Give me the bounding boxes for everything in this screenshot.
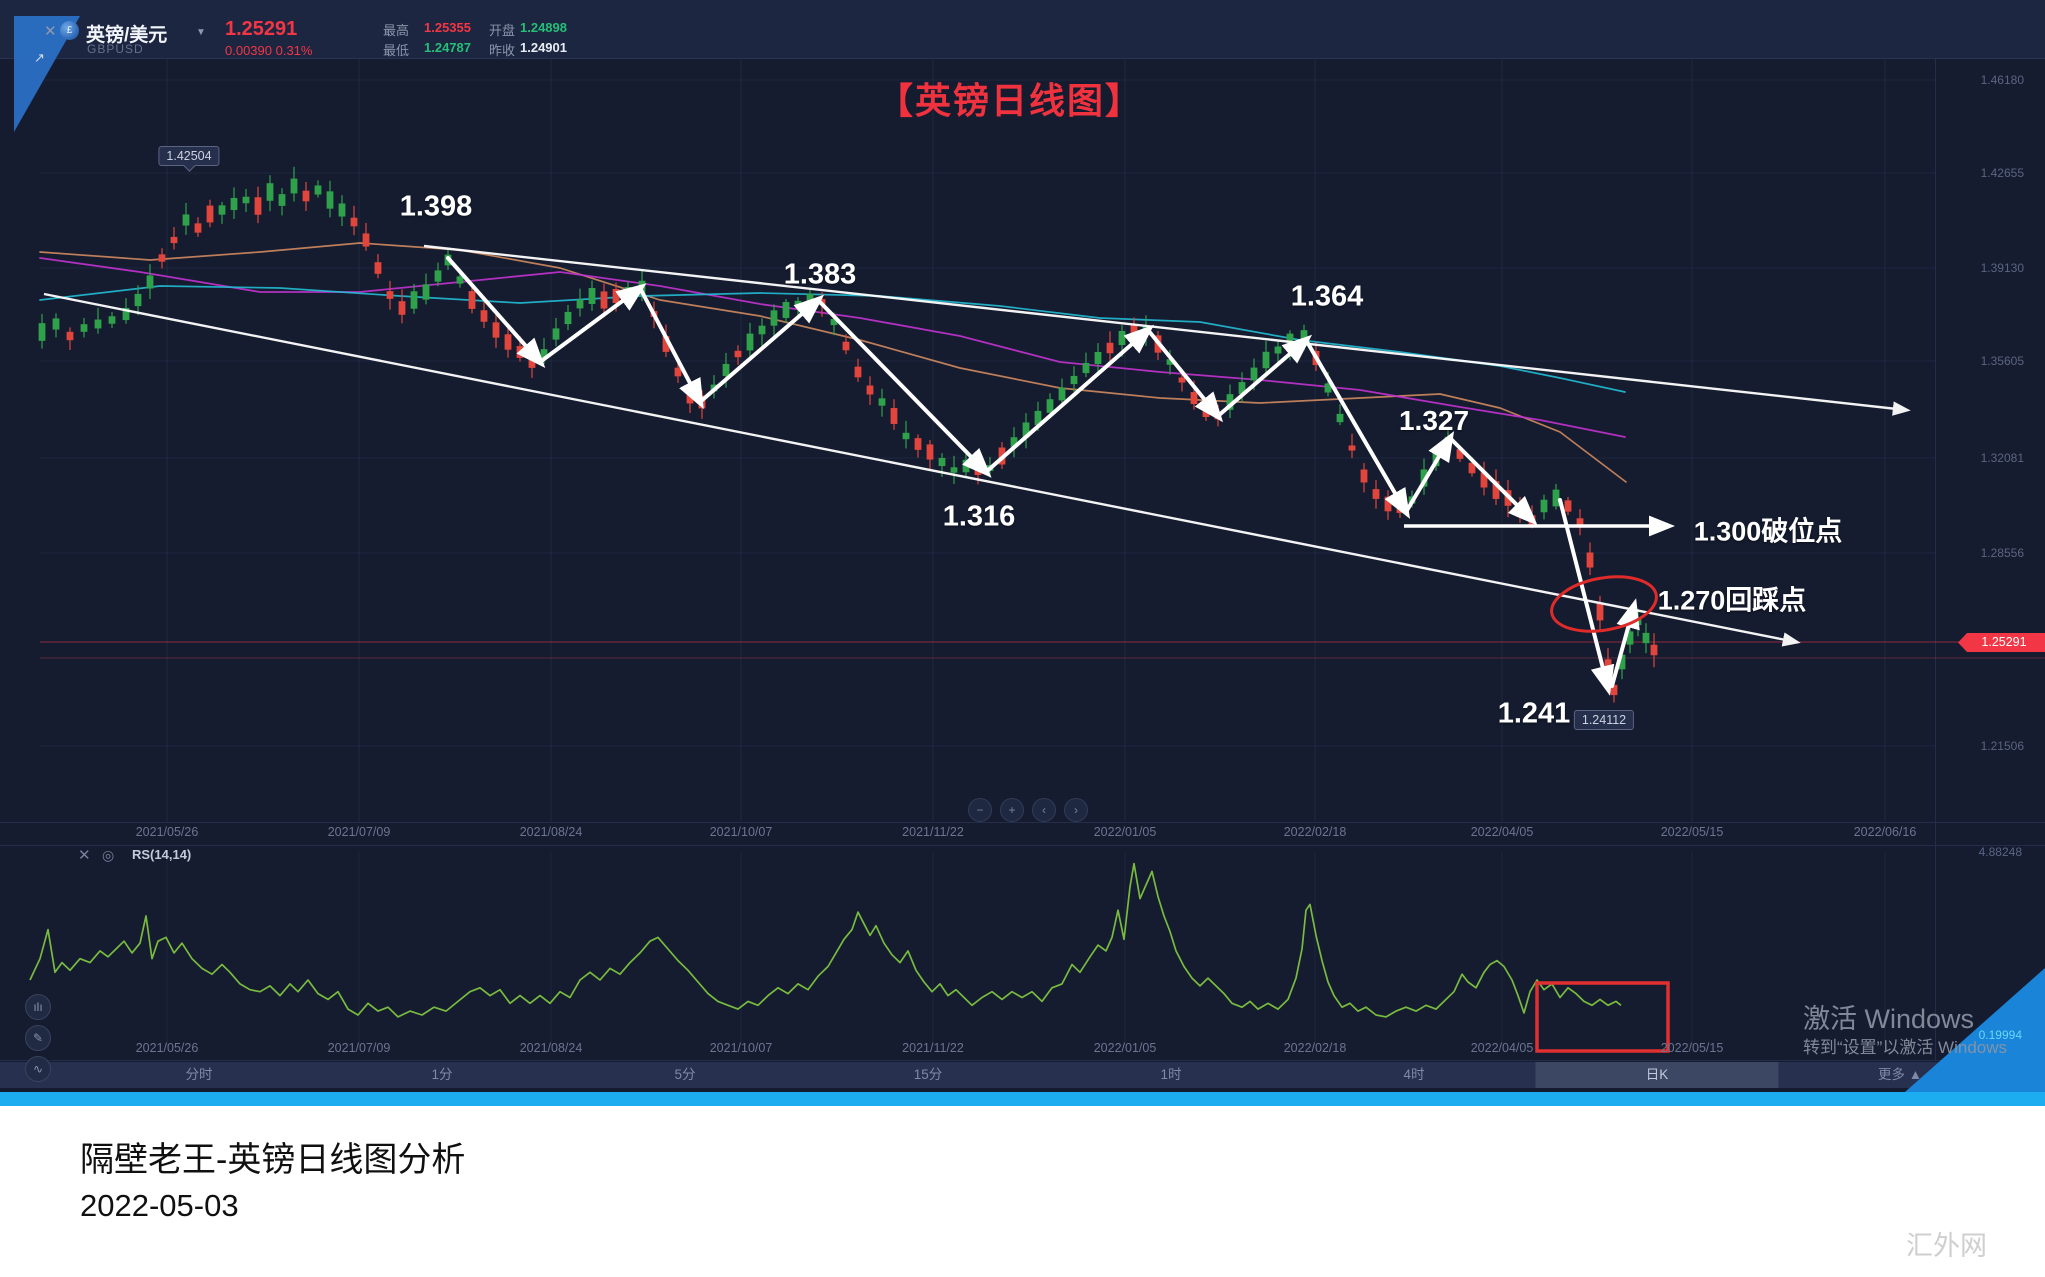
windows-activation-watermark: 激活 Windows [1803, 1004, 1975, 1034]
divider-bar [0, 1092, 2045, 1106]
svg-text:2021/11/22: 2021/11/22 [902, 1041, 964, 1055]
svg-text:2022/02/18: 2022/02/18 [1284, 1041, 1347, 1055]
current-price-tag: 1.25291 [1958, 633, 2045, 652]
price-annotation: 1.316 [942, 500, 1016, 533]
rsi-close-icon[interactable]: ✕ [78, 847, 91, 864]
low-label: 最低 [383, 43, 410, 58]
timeframe-分时[interactable]: 分时 [185, 1067, 213, 1082]
timeframe-5分[interactable]: 5分 [674, 1067, 696, 1082]
close-icon[interactable]: ✕ [44, 23, 57, 40]
svg-text:2022/05/15: 2022/05/15 [1661, 1041, 1724, 1055]
open-value: 1.24898 [520, 20, 567, 35]
pane-tool-button[interactable]: ılı [25, 994, 51, 1020]
svg-text:1.28556: 1.28556 [1981, 546, 2025, 560]
chart-title: 【英镑日线图】 [876, 80, 1144, 121]
rsi-indicator-label: RS(14,14) [132, 847, 192, 862]
svg-text:2021/10/07: 2021/10/07 [710, 825, 773, 839]
svg-text:2022/01/05: 2022/01/05 [1094, 825, 1157, 839]
prev-close-label: 昨收 [489, 43, 516, 58]
svg-text:1.21506: 1.21506 [1981, 739, 2025, 753]
candlestick-chart[interactable]: 2021/05/26 2021/05/26 2021/07/09 2021/07/09… [0, 0, 2045, 1106]
chart-zoom-button[interactable]: − [968, 798, 992, 822]
analysis-title: 隔壁老王-英镑日线图分析 [80, 1141, 466, 1179]
svg-text:2021/07/09: 2021/07/09 [328, 1041, 391, 1055]
timeframe-bar: 分时 1分 5分 15分 1时 4时 日K 更多 ▲ [0, 1062, 2045, 1088]
low-value: 1.24787 [424, 40, 471, 55]
svg-text:2022/06/16: 2022/06/16 [1854, 825, 1917, 839]
open-label: 开盘 [489, 23, 516, 38]
price-marker-badge: 1.24112 [1573, 710, 1635, 730]
symbol-code: GBPUSD [87, 42, 144, 56]
last-price: 1.25291 [225, 18, 298, 40]
price-annotation: 1.327 [1398, 405, 1470, 436]
prev-close-value: 1.24901 [520, 40, 567, 55]
price-annotation: 1.270回踩点 [1657, 585, 1807, 616]
svg-text:1.32081: 1.32081 [1981, 451, 2025, 465]
price-annotation: 1.300破位点 [1693, 516, 1843, 547]
gbp-coin-icon: £ [60, 21, 79, 40]
chart-zoom-button[interactable]: + [1000, 798, 1024, 822]
svg-text:2022/04/05: 2022/04/05 [1471, 825, 1534, 839]
price-annotation: 1.383 [783, 258, 857, 291]
svg-text:2021/08/24: 2021/08/24 [520, 1041, 583, 1055]
caption-area: 隔壁老王-英镑日线图分析 2022-05-03 汇外网 [0, 1106, 2045, 1277]
timeframe-1时[interactable]: 1时 [1160, 1067, 1182, 1082]
pane-tool-button[interactable]: ✎ [25, 1025, 51, 1051]
svg-text:2021/05/26: 2021/05/26 [136, 1041, 199, 1055]
analysis-date: 2022-05-03 [80, 1188, 239, 1223]
symbol-header-bar: 最高 1.25355 最低 1.24787 开盘 1.24898 昨收 1.24… [0, 0, 2045, 59]
svg-text:1.46180: 1.46180 [1981, 73, 2025, 87]
svg-text:2021/10/07: 2021/10/07 [710, 1041, 773, 1055]
price-annotation: 1.241 [1497, 697, 1571, 730]
windows-activation-hint: 转到“设置”以激活 Windows [1803, 1038, 2008, 1057]
timeframe-1分[interactable]: 1分 [431, 1067, 453, 1082]
chart-zoom-button[interactable]: ‹ [1032, 798, 1056, 822]
price-marker-badge: 1.42504 [158, 146, 220, 172]
site-brand: 汇外网 [1906, 1231, 1987, 1261]
svg-text:2021/07/09: 2021/07/09 [328, 825, 391, 839]
svg-text:2022/04/05: 2022/04/05 [1471, 1041, 1534, 1055]
chevron-down-icon[interactable]: ▼ [196, 27, 206, 38]
high-value: 1.25355 [424, 20, 471, 35]
svg-text:2022/05/15: 2022/05/15 [1661, 825, 1724, 839]
timeframe-更多[interactable]: 更多 ▲ [1877, 1067, 1923, 1082]
high-label: 最高 [383, 23, 410, 38]
rsi-max-value: 4.88248 [1978, 845, 2022, 859]
svg-text:1.42655: 1.42655 [1981, 166, 2025, 180]
chart-nav-buttons: − + ‹ › [968, 798, 1088, 822]
svg-text:1.39130: 1.39130 [1981, 261, 2025, 275]
svg-text:2022/01/05: 2022/01/05 [1094, 1041, 1157, 1055]
svg-text:2021/11/22: 2021/11/22 [902, 825, 964, 839]
pane-tool-buttons: ılı ✎ ∿ [25, 994, 51, 1082]
price-annotation: 1.364 [1290, 280, 1364, 313]
svg-text:2021/08/24: 2021/08/24 [520, 825, 583, 839]
timeframe-日K[interactable]: 日K [1535, 1062, 1779, 1088]
timeframe-4时[interactable]: 4时 [1403, 1067, 1425, 1082]
pane-tool-button[interactable]: ∿ [25, 1056, 51, 1082]
symbol-name[interactable]: 英镑/美元 [86, 25, 168, 46]
price-annotation: 1.398 [399, 190, 473, 223]
timeframe-15分[interactable]: 15分 [913, 1067, 943, 1082]
price-change: 0.00390 0.31% [225, 43, 313, 58]
svg-text:1.35605: 1.35605 [1981, 354, 2025, 368]
rsi-last-value: 0.19994 [1978, 1028, 2022, 1042]
chart-zoom-button[interactable]: › [1064, 798, 1088, 822]
expand-icon[interactable]: ↗ [34, 50, 45, 65]
svg-text:2022/02/18: 2022/02/18 [1284, 825, 1347, 839]
rsi-settings-icon[interactable]: ◎ [102, 847, 115, 863]
svg-text:2021/05/26: 2021/05/26 [136, 825, 199, 839]
